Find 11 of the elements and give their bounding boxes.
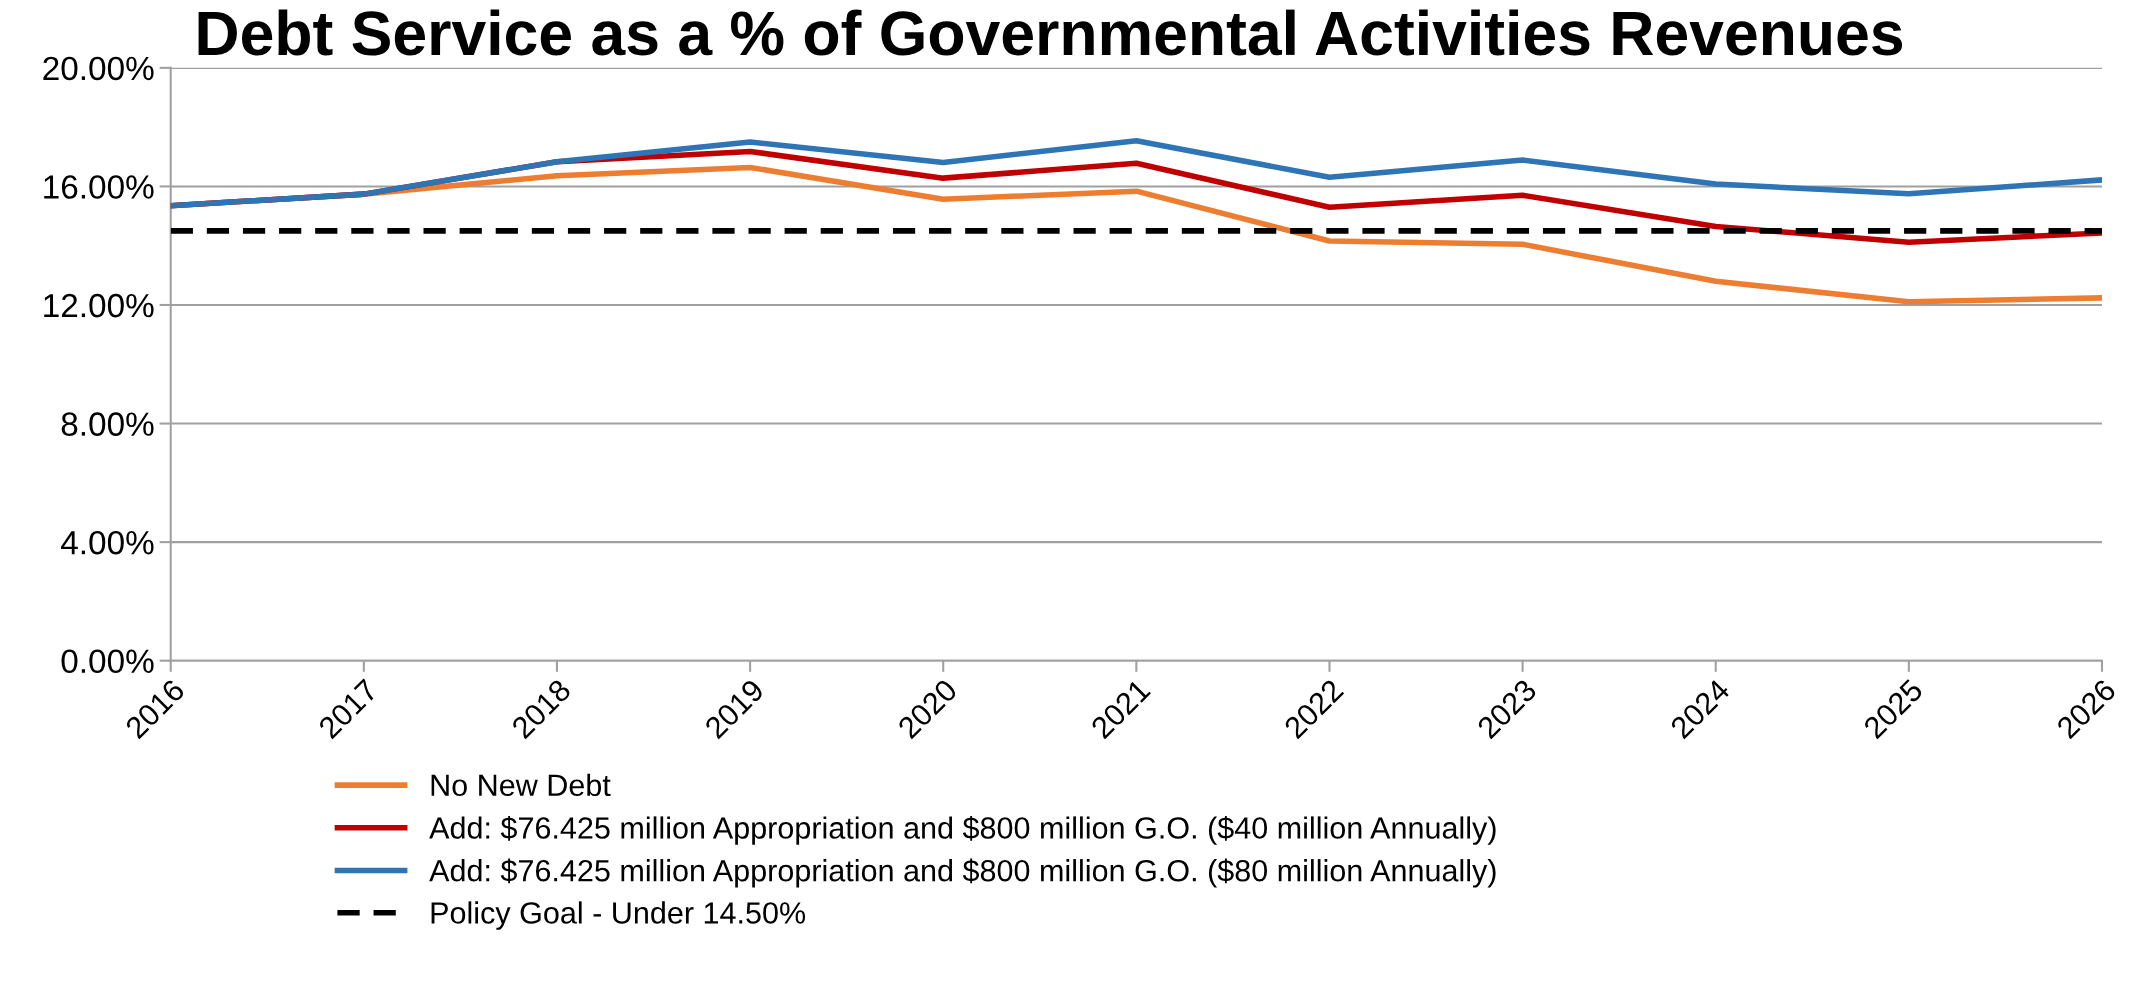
y-tick-label: 8.00% <box>61 412 154 436</box>
y-tick-label: 16.00% <box>44 175 154 199</box>
legend-label: Add: $76.425 million Appropriation and $800 million G.O. ($40 million Annually) <box>429 815 1496 845</box>
y-tick-label: 20.00% <box>43 56 154 81</box>
legend-label: Add: $76.425 million Appropriation and $800 million G.O. ($80 million Annually) <box>429 858 1496 888</box>
legend-label: No New Debt <box>431 773 611 797</box>
chart-title: Debt Service as a % of Governmental Activities Revenues <box>198 9 1903 56</box>
y-tick-label: 4.00% <box>61 530 154 555</box>
legend-label: Policy Goal - Under 14.50% <box>431 901 806 930</box>
y-tick-label: 0.00% <box>61 649 154 674</box>
y-tick-label: 12.00% <box>44 293 154 318</box>
